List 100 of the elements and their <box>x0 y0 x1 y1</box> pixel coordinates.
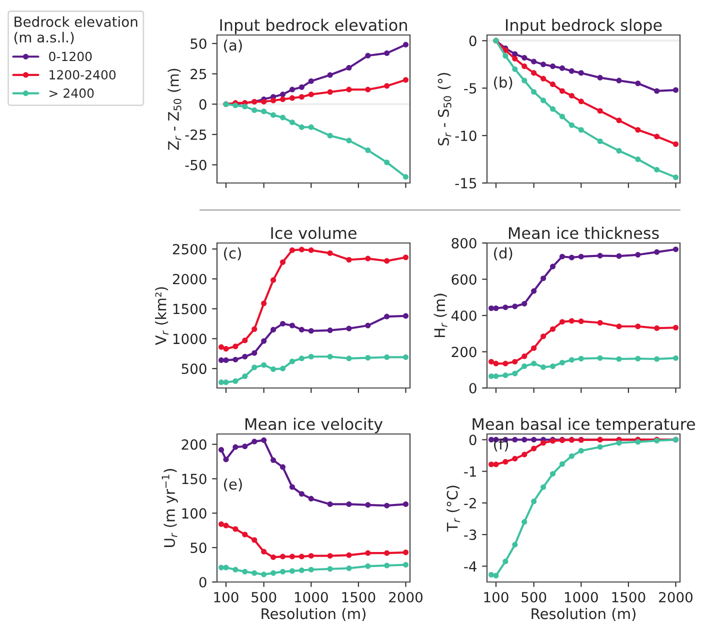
point <box>512 304 518 310</box>
point <box>522 354 528 360</box>
point <box>384 258 390 264</box>
point <box>218 357 224 363</box>
point <box>493 572 499 578</box>
point <box>242 374 248 380</box>
point <box>242 338 248 344</box>
point <box>488 358 494 364</box>
point <box>559 461 565 467</box>
point <box>597 320 603 326</box>
y-tick-label: -3 <box>464 530 476 540</box>
point <box>218 344 224 350</box>
point <box>365 147 371 154</box>
point <box>223 346 229 352</box>
annotation: (a) <box>224 39 242 52</box>
point <box>522 54 528 61</box>
point <box>261 300 267 306</box>
y-tick-label: 500 <box>182 364 206 374</box>
point <box>298 84 304 90</box>
point <box>384 314 390 320</box>
point <box>384 562 390 568</box>
point <box>270 98 276 104</box>
y-tick-label: 25 <box>190 68 206 80</box>
point <box>568 122 574 128</box>
point <box>346 565 352 572</box>
point <box>327 501 333 507</box>
point <box>654 325 660 331</box>
point <box>616 324 622 330</box>
point <box>522 300 528 306</box>
point <box>402 550 409 556</box>
point <box>280 92 286 98</box>
point <box>522 519 528 525</box>
point <box>223 564 229 570</box>
point <box>493 305 499 312</box>
point <box>540 364 546 370</box>
annotation: (d) <box>494 247 512 260</box>
point <box>578 448 584 454</box>
point <box>568 254 574 260</box>
point <box>522 363 528 370</box>
point <box>232 344 238 350</box>
y-tick-label: 0 <box>469 434 476 446</box>
point <box>327 553 333 559</box>
point <box>568 318 574 324</box>
point <box>512 370 518 376</box>
point <box>402 77 409 83</box>
legend-label: > 2400 <box>50 88 94 98</box>
y-tick-label: 0 <box>199 99 206 110</box>
point <box>252 326 258 332</box>
y-tick-label: 100 <box>182 508 206 519</box>
point <box>654 134 660 140</box>
point <box>512 436 518 442</box>
point <box>635 127 641 133</box>
point <box>218 380 224 386</box>
x-axis-title: Resolution (m) <box>262 608 366 621</box>
point <box>568 92 574 98</box>
point <box>402 501 409 507</box>
point <box>242 444 248 450</box>
point <box>327 328 333 334</box>
point <box>512 66 518 72</box>
point <box>616 118 622 124</box>
point <box>502 558 508 564</box>
y-tick-label: 0 <box>469 382 476 394</box>
legend-label: 0-1200 <box>49 52 92 62</box>
point <box>223 522 229 528</box>
point <box>308 92 314 98</box>
point <box>365 550 371 556</box>
point <box>270 277 276 283</box>
point <box>298 491 304 497</box>
point <box>280 568 286 574</box>
point <box>522 436 528 442</box>
point <box>550 326 556 332</box>
point <box>531 446 537 452</box>
y-tick-label: -15 <box>455 178 476 188</box>
point <box>578 254 584 260</box>
x-tick-label: 1000 <box>294 592 328 602</box>
point <box>346 64 352 71</box>
point <box>402 354 409 360</box>
point <box>384 83 390 89</box>
point <box>365 256 371 262</box>
point <box>540 76 546 82</box>
x-tick-label: 1000 <box>564 592 598 602</box>
point <box>218 521 224 527</box>
point <box>531 436 537 442</box>
x-tick-label: 2000 <box>659 592 692 602</box>
point <box>616 148 622 154</box>
legend-label: 1200-2400 <box>50 70 116 80</box>
point <box>654 166 660 172</box>
x-tick-label: 500 <box>252 592 276 602</box>
point <box>550 363 556 370</box>
point <box>280 366 286 372</box>
point <box>289 358 295 364</box>
y-tick-label: 50 <box>190 38 206 49</box>
point <box>531 70 537 76</box>
point <box>502 53 508 59</box>
point <box>550 106 556 112</box>
point <box>635 439 641 445</box>
point <box>261 437 267 443</box>
annotation: (e) <box>224 478 242 492</box>
point <box>493 462 499 468</box>
chart-title: Input bedrock elevation <box>220 18 407 34</box>
